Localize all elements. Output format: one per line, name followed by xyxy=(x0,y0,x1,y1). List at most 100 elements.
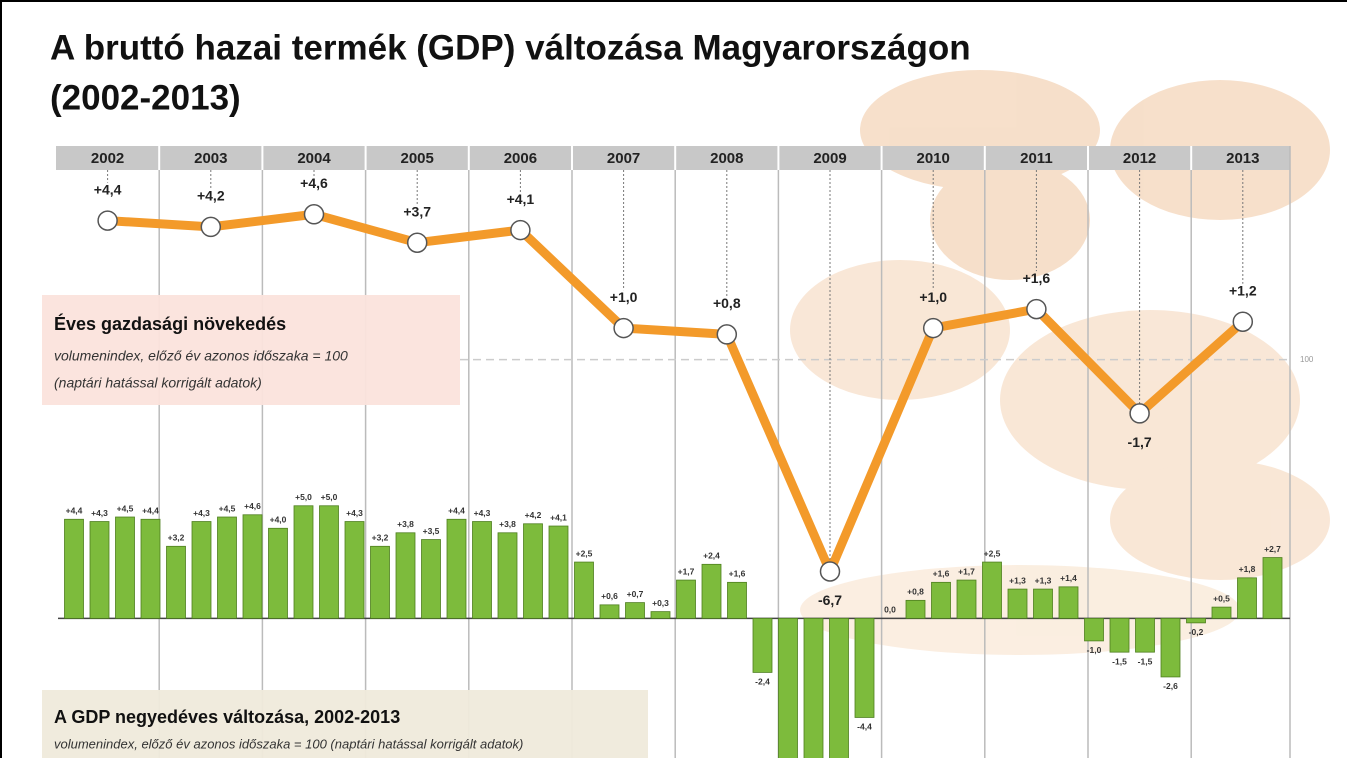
bar xyxy=(140,518,161,619)
bar xyxy=(523,523,543,619)
value-label: +1,0 xyxy=(610,289,638,305)
value-label: +0,5 xyxy=(1213,593,1230,603)
value-label: +3,7 xyxy=(403,203,431,219)
value-label: +0,6 xyxy=(601,591,618,601)
bar xyxy=(472,521,492,619)
value-label: +2,4 xyxy=(703,551,720,561)
value-label: +3,8 xyxy=(499,519,516,529)
value-label: -2,4 xyxy=(755,677,770,687)
value-label: -1,5 xyxy=(1138,656,1153,666)
value-label: +1,7 xyxy=(678,566,695,576)
value-label: +5,0 xyxy=(321,492,338,502)
year-label: 2012 xyxy=(1123,150,1156,167)
legend-box xyxy=(42,690,648,758)
value-label: +1,6 xyxy=(933,569,950,579)
bar xyxy=(1007,588,1028,619)
bar xyxy=(1135,617,1155,653)
value-label: -1,7 xyxy=(1128,434,1152,450)
value-label: +4,4 xyxy=(448,506,465,516)
value-label: +0,7 xyxy=(627,589,644,599)
series-subtitle: volumenindex, előző év azonos időszaka =… xyxy=(54,736,523,751)
value-label: +2,5 xyxy=(576,548,593,558)
value-label: +4,4 xyxy=(94,181,122,197)
series-subtitle: (naptári hatással korrigált adatok) xyxy=(54,375,262,391)
value-label: +4,1 xyxy=(507,191,535,207)
bar xyxy=(650,611,671,619)
value-label: +1,0 xyxy=(919,289,947,305)
value-label: +4,6 xyxy=(300,175,328,191)
year-label: 2006 xyxy=(504,150,537,167)
year-label: 2011 xyxy=(1020,150,1053,167)
bar xyxy=(319,505,339,619)
bar xyxy=(395,532,416,619)
point xyxy=(819,561,841,582)
value-label: +4,5 xyxy=(219,503,236,513)
point xyxy=(303,204,325,225)
bar xyxy=(64,518,84,619)
bar xyxy=(191,521,212,619)
point xyxy=(1026,298,1047,320)
value-label: +3,8 xyxy=(397,519,414,529)
value-label: +4,3 xyxy=(346,508,363,518)
point xyxy=(1129,403,1150,424)
value-label: -1,0 xyxy=(1087,645,1102,655)
bar xyxy=(1237,577,1257,619)
bar xyxy=(115,516,135,619)
bar xyxy=(1058,586,1079,619)
value-label: +1,2 xyxy=(1229,282,1257,298)
bar xyxy=(1109,617,1130,653)
point xyxy=(97,210,118,231)
value-label: +2,5 xyxy=(984,548,1001,558)
bar xyxy=(727,581,747,619)
value-label: +4,2 xyxy=(197,188,225,204)
value-label: +4,2 xyxy=(525,510,542,520)
bar xyxy=(1186,617,1206,624)
year-label: 2008 xyxy=(710,150,743,167)
bar xyxy=(1262,557,1283,619)
point xyxy=(1232,311,1254,332)
point xyxy=(922,317,944,339)
year-label: 2010 xyxy=(917,150,950,167)
value-label: 0,0 xyxy=(884,605,896,615)
value-label: +1,7 xyxy=(958,566,975,576)
series-subtitle: volumenindex, előző év azonos időszaka =… xyxy=(54,348,348,364)
value-label: -4,4 xyxy=(857,722,872,732)
value-label: +0,3 xyxy=(652,598,669,608)
year-label: 2004 xyxy=(297,150,331,167)
value-label: +4,4 xyxy=(66,506,83,516)
year-label: 2013 xyxy=(1226,150,1259,167)
bar xyxy=(1084,617,1104,642)
value-label: -2,6 xyxy=(1163,681,1178,691)
bar xyxy=(548,525,569,619)
value-label: -0,2 xyxy=(1189,627,1204,637)
series-title: A GDP negyedéves változása, 2002-2013 xyxy=(54,707,400,727)
bar xyxy=(1160,617,1181,678)
line xyxy=(107,209,1246,576)
value-label: +4,5 xyxy=(117,503,134,513)
value-label: +3,2 xyxy=(168,533,185,543)
bar xyxy=(421,539,441,619)
bar xyxy=(931,581,951,619)
value-label: -6,7 xyxy=(818,592,842,608)
bar xyxy=(89,521,110,619)
bar xyxy=(956,579,977,619)
year-label: 2009 xyxy=(813,150,846,167)
bar xyxy=(242,514,263,619)
bar xyxy=(982,561,1002,619)
year-header xyxy=(56,146,1290,170)
value-label: +4,0 xyxy=(270,515,287,525)
bar xyxy=(778,617,798,758)
series-title: Éves gazdasági növekedés xyxy=(54,313,286,334)
bar xyxy=(1033,588,1053,619)
value-label: +0,8 xyxy=(713,295,741,311)
legend-box xyxy=(42,295,460,405)
value-label: +1,6 xyxy=(1023,270,1051,286)
value-label: +4,3 xyxy=(474,508,491,518)
bar xyxy=(599,604,620,619)
bar xyxy=(344,521,365,619)
value-label: +1,3 xyxy=(1009,575,1026,585)
value-label: +3,5 xyxy=(423,526,440,536)
bar xyxy=(497,532,518,619)
